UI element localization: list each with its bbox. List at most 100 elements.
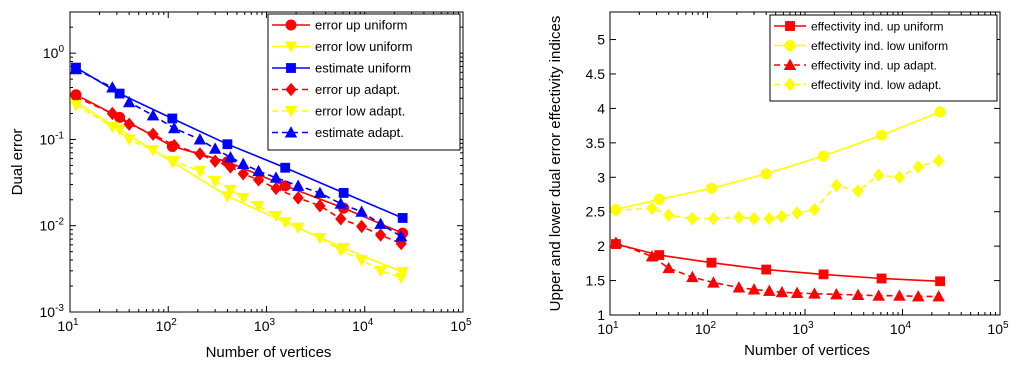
data-point	[280, 162, 291, 173]
x-tick-label: 103	[254, 317, 276, 334]
x-tick-label: 101	[597, 320, 619, 337]
data-point	[168, 156, 181, 168]
x-axis-label: Number of vertices	[206, 344, 332, 361]
legend-entry: error up uniform	[272, 18, 407, 33]
legend-entry: estimate adapt.	[272, 125, 404, 140]
data-point	[760, 168, 772, 180]
data-point	[790, 286, 804, 298]
data-point	[146, 145, 160, 157]
y-tick-label: 3.5	[586, 135, 606, 151]
data-point	[851, 288, 865, 301]
y-tick-label: 3	[597, 169, 605, 185]
y-tick-label: 1	[597, 307, 605, 323]
data-point	[645, 250, 659, 262]
legend-label: error low adapt.	[315, 104, 405, 119]
data-point	[355, 255, 368, 267]
data-point	[733, 210, 745, 224]
x-tick-label: 101	[57, 317, 79, 334]
data-point	[193, 166, 207, 178]
legend-label: estimate adapt.	[315, 125, 404, 140]
legend-label: estimate uniform	[315, 61, 411, 76]
data-point	[335, 212, 347, 226]
data-point	[208, 142, 222, 154]
legend-entry: effectivity ind. up adapt.	[774, 59, 937, 73]
data-point	[893, 289, 906, 301]
legend-marker	[286, 63, 296, 73]
data-point	[106, 121, 119, 134]
data-point	[209, 154, 221, 168]
data-point	[933, 154, 945, 168]
legend-marker	[785, 21, 795, 31]
legend-entry: effectivity ind. up uniform	[774, 20, 944, 34]
x-tick-label: 103	[792, 320, 814, 337]
data-point	[106, 106, 118, 121]
data-point	[932, 290, 945, 302]
data-point	[646, 201, 658, 215]
legend-entry: effectivity ind. low adapt.	[774, 77, 942, 92]
data-point	[334, 245, 347, 257]
series-estimate-adapt	[70, 62, 408, 242]
legend-entry: effectivity ind. low uniform	[774, 39, 948, 53]
data-point	[291, 179, 305, 191]
data-point	[763, 211, 775, 226]
data-point	[610, 236, 623, 248]
data-point	[653, 193, 665, 205]
y-tick-label: 5	[597, 32, 605, 48]
y-axis-label: Dual error	[9, 129, 26, 196]
y-tick-label: 1.5	[586, 273, 606, 289]
data-point	[775, 285, 789, 298]
data-point	[106, 81, 119, 93]
data-point	[374, 265, 387, 278]
data-point	[873, 168, 885, 182]
data-point	[122, 134, 136, 146]
y-tick-label: 4	[597, 100, 605, 116]
legend-box	[267, 13, 461, 151]
legend-marker	[285, 82, 297, 97]
data-point	[396, 267, 409, 279]
data-point	[395, 272, 408, 284]
data-point	[224, 160, 237, 174]
x-tick-label: 105	[450, 317, 472, 334]
legend-label: effectivity ind. low adapt.	[811, 78, 942, 92]
legend-marker	[783, 58, 797, 70]
data-point	[237, 192, 250, 205]
data-point	[893, 170, 906, 184]
legend-entry: error low uniform	[272, 39, 413, 54]
x-tick-label: 104	[352, 317, 374, 334]
data-point	[146, 109, 160, 121]
data-point	[934, 106, 946, 118]
series-error-low-adapt	[70, 100, 408, 284]
data-point	[269, 210, 283, 223]
data-point	[313, 233, 327, 245]
data-point	[374, 217, 387, 229]
x-axis-label: Number of vertices	[744, 342, 870, 359]
data-point	[338, 188, 349, 198]
legend-label: error low uniform	[315, 39, 413, 54]
data-point	[732, 281, 746, 293]
legend-label: effectivity ind. low uniform	[811, 39, 948, 53]
data-point	[292, 191, 304, 205]
y-tick-label: 100	[43, 44, 65, 61]
series-layer	[70, 62, 409, 284]
data-point	[830, 178, 843, 193]
data-point	[397, 213, 408, 223]
data-point	[706, 182, 718, 194]
data-point	[707, 211, 720, 226]
legend-entry: estimate uniform	[272, 61, 411, 76]
legend-marker	[784, 77, 796, 92]
data-point	[147, 127, 159, 141]
y-tick-label: 10-1	[40, 130, 65, 147]
data-point	[70, 62, 83, 75]
data-point	[747, 283, 761, 295]
legend-marker	[284, 126, 298, 138]
x-tick-label: 104	[890, 320, 912, 337]
data-point	[610, 203, 622, 217]
data-point	[168, 138, 180, 153]
data-point	[912, 290, 925, 302]
data-point	[193, 133, 207, 145]
dual-error-panel: 101 102 103 104 105 10-3 10-2 10-1 100 Number of …	[9, 11, 472, 361]
data-point	[291, 222, 305, 234]
data-point	[395, 230, 408, 242]
data-point	[168, 121, 181, 134]
